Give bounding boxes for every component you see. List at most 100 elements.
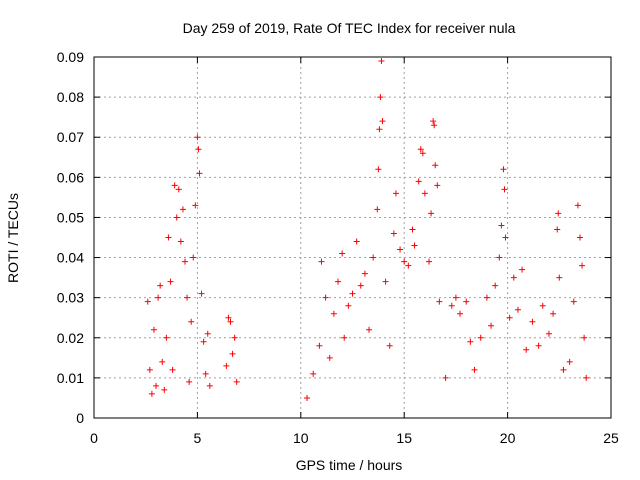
data-point [415,178,422,185]
y-tick-label: 0.04 [57,250,84,266]
data-point [392,190,399,197]
data-point [202,370,209,377]
y-tick-label: 0.07 [57,129,84,145]
data-point [227,318,234,325]
data-point [570,298,577,305]
data-point [196,170,203,177]
data-point [357,282,364,289]
x-tick-label: 20 [500,430,516,446]
data-point [477,334,484,341]
data-point [555,210,562,217]
data-point [361,270,368,277]
data-point [442,374,449,381]
plot-frame [93,56,612,419]
data-point [426,258,433,265]
data-point [421,190,428,197]
y-tick-label: 0.09 [57,49,84,65]
data-point [514,306,521,313]
data-point [229,350,236,357]
x-axis-label: GPS time / hours [296,457,403,473]
data-point [448,302,455,309]
data-point [506,314,513,321]
data-point [148,390,155,397]
data-point [200,338,207,345]
data-point [498,222,505,229]
data-point [397,246,404,253]
data-point [195,146,202,153]
data-point [322,294,329,301]
data-point [161,386,168,393]
data-point [523,346,530,353]
data-point [434,182,441,189]
data-point [153,382,160,389]
x-tick-label: 0 [90,430,98,446]
data-point [550,310,557,317]
data-point [428,210,435,217]
data-point [554,226,561,233]
data-point [483,294,490,301]
data-point [173,214,180,221]
data-point [579,262,586,269]
y-tick-label: 0.05 [57,209,84,225]
data-point [390,230,397,237]
data-point [457,310,464,317]
y-tick-label: 0.08 [57,89,84,105]
data-point [163,334,170,341]
data-point [510,274,517,281]
data-point [159,358,166,365]
x-tick-label: 15 [396,430,412,446]
data-point [184,294,191,301]
data-point [335,278,342,285]
data-point [556,274,563,281]
data-point [231,334,238,341]
data-point [545,330,552,337]
data-points [144,58,590,401]
data-point [502,234,509,241]
data-point [339,250,346,257]
data-point [583,374,590,381]
data-point [353,238,360,245]
data-point [181,258,188,265]
data-point [471,366,478,373]
data-point [463,298,470,305]
data-point [377,94,384,101]
data-point [144,298,151,305]
data-point [539,302,546,309]
data-point [192,202,199,209]
data-point [386,342,393,349]
data-point [186,378,193,385]
data-point [345,302,352,309]
data-point [318,258,325,265]
data-point [401,258,408,265]
data-point [310,370,317,377]
data-point [431,122,438,129]
y-axis-label: ROTI / TECUs [5,193,21,283]
y-tick-label: 0.03 [57,290,84,306]
data-point [341,334,348,341]
data-point [501,186,508,193]
data-point [374,206,381,213]
data-point [190,254,197,261]
data-point [378,58,385,65]
data-point [177,238,184,245]
data-point [488,322,495,329]
tick-labels: 0 0.01 0.02 0.03 0.04 0.05 0.06 0.07 0.08 0.09 0 5 1… [57,49,619,446]
data-point [375,166,382,173]
data-point [169,366,176,373]
data-point [405,262,412,269]
chart-title: Day 259 of 2019, Rate Of TEC Index for r… [183,20,516,36]
data-point [349,290,356,297]
data-point [379,118,386,125]
data-point [382,278,389,285]
data-point [204,330,211,337]
data-point [492,282,499,289]
data-point [171,182,178,189]
grid-lines [94,57,611,418]
x-tick-label: 5 [194,430,202,446]
data-point [366,326,373,333]
data-point [370,254,377,261]
data-point [417,146,424,153]
data-point [411,242,418,249]
data-point [576,234,583,241]
data-point [167,278,174,285]
